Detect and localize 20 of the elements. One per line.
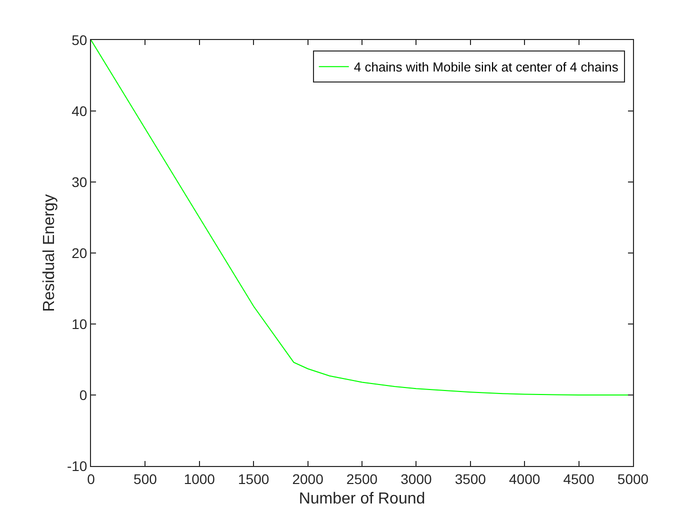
x-tick-label: 500 <box>134 470 158 487</box>
y-tick-label: 30 <box>72 174 88 190</box>
x-tick-label: 1000 <box>184 470 216 487</box>
x-tick-label: 5000 <box>617 470 649 487</box>
y-tick-label: 50 <box>72 32 88 48</box>
y-axis-title: Residual Energy <box>40 194 58 312</box>
y-tick-label: 40 <box>72 102 88 119</box>
x-tick-label: 4500 <box>563 470 595 487</box>
y-tick-label: 0 <box>79 386 88 403</box>
legend-label: 4 chains with Mobile sink at center of 4 chains <box>354 60 619 75</box>
x-axis-title: Number of Round <box>298 490 426 508</box>
x-tick-label: 3500 <box>454 470 486 487</box>
y-tick-label: -10 <box>66 458 88 474</box>
y-tick-label: 10 <box>72 316 88 332</box>
y-tick-label: 20 <box>72 244 88 261</box>
x-tick-label: 2500 <box>346 470 378 487</box>
x-tick-label: 3000 <box>400 470 432 487</box>
x-tick-label: 2000 <box>292 470 324 487</box>
x-tick-label: 1500 <box>238 470 270 487</box>
x-tick-label: 4000 <box>509 470 540 487</box>
